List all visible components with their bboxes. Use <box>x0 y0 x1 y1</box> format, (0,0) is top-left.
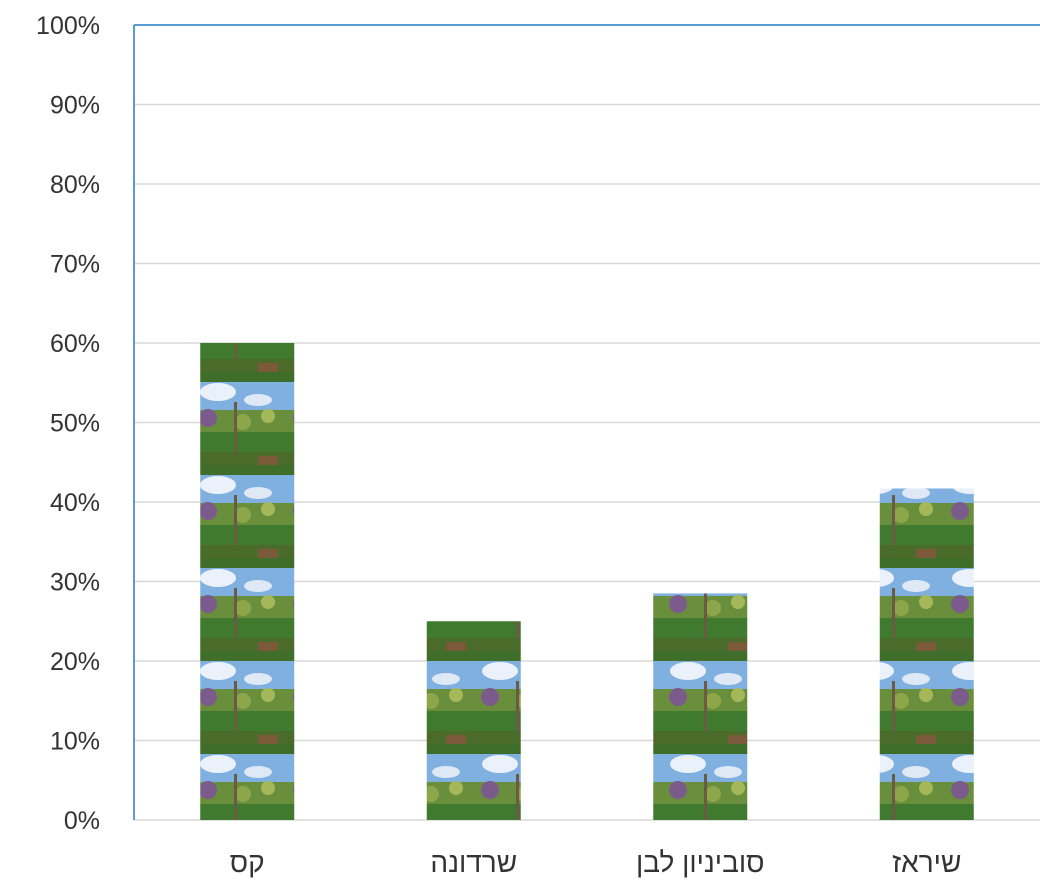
x-category-label: שיראז <box>892 847 961 878</box>
y-tick-label: 0% <box>64 807 100 835</box>
y-tick-label: 50% <box>50 410 100 438</box>
y-tick-label: 60% <box>50 330 100 358</box>
x-category-label: קס <box>230 847 265 878</box>
y-tick-label: 80% <box>50 171 100 199</box>
bar <box>653 593 748 820</box>
y-tick-label: 10% <box>50 728 100 756</box>
y-tick-label: 30% <box>50 569 100 597</box>
y-tick-label: 90% <box>50 92 100 120</box>
bar <box>426 621 521 820</box>
y-tick-label: 70% <box>50 251 100 279</box>
x-category-label: סוביניון לבן <box>636 847 764 878</box>
bar <box>879 488 974 820</box>
x-category-label: שרדונה <box>430 847 517 878</box>
bar <box>200 343 295 820</box>
y-tick-label: 20% <box>50 648 100 676</box>
y-tick-label: 100% <box>36 12 100 40</box>
y-axis-tick-labels: 0% 10% 20% 30% 40% 50% 60% 70% 80% 90% 100% <box>36 12 100 835</box>
x-axis-category-labels: קס שרדונה סוביניון לבן שיראז <box>230 847 962 878</box>
bars <box>200 343 974 820</box>
y-tick-label: 40% <box>50 489 100 517</box>
